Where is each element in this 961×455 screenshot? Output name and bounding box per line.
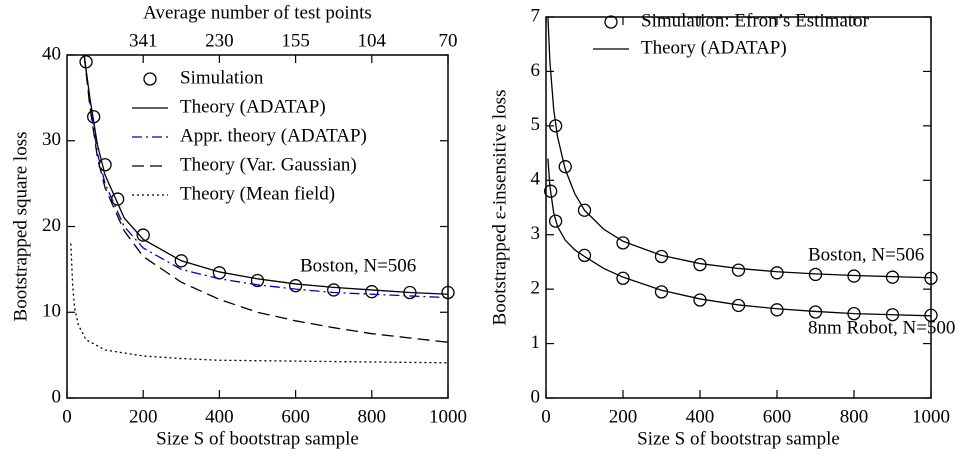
annotation: 8nm Robot, N=500 <box>808 317 955 338</box>
x-tick-label: 400 <box>205 406 234 427</box>
plot-frame <box>545 16 932 399</box>
data-point <box>616 271 630 285</box>
y-tick-label: 20 <box>42 215 61 236</box>
y-tick-label: 2 <box>531 278 541 299</box>
x-tick-label: 200 <box>609 406 638 427</box>
line-series <box>83 54 449 299</box>
data-point <box>327 283 341 297</box>
data-point <box>136 228 150 242</box>
x2-tick-label: 155 <box>281 30 310 51</box>
x-tick-label: 1000 <box>912 406 950 427</box>
legend-marker <box>143 72 157 86</box>
line-series <box>83 54 449 295</box>
x-tick-label: 1000 <box>429 406 467 427</box>
annotation: Boston, N=506 <box>808 244 924 265</box>
y-tick-label: 30 <box>42 129 61 150</box>
legend-label: Theory (ADATAP) <box>180 96 326 117</box>
line-series <box>547 16 932 279</box>
y-tick-label: 4 <box>531 169 541 190</box>
line-series <box>547 158 932 317</box>
line-series <box>70 243 449 364</box>
x-tick-label: 800 <box>358 406 387 427</box>
data-point <box>654 285 669 299</box>
x2-tick-label: 104 <box>358 30 387 51</box>
data-point <box>288 279 303 293</box>
x-axis-title: Size S of bootstrap sample <box>637 428 840 449</box>
data-point <box>924 271 938 285</box>
x2-tick-label: 70 <box>439 30 458 51</box>
data-point <box>770 266 784 280</box>
x-tick-label: 200 <box>129 406 158 427</box>
x2-axis-title: Average number of test points <box>143 2 372 23</box>
y-tick-label: 1 <box>531 332 541 353</box>
data-point <box>548 214 563 228</box>
line-series <box>83 54 449 343</box>
legend-marker <box>604 15 618 29</box>
x-tick-label: 0 <box>541 406 551 427</box>
y-tick-label: 10 <box>42 301 61 322</box>
legend-label: Theory (ADATAP) <box>641 37 787 58</box>
data-point <box>250 273 265 288</box>
legend-label: Theory (Var. Gaussian) <box>180 154 357 175</box>
legend-label: Appr. theory (ADATAP) <box>180 125 367 146</box>
x-tick-label: 400 <box>686 406 715 427</box>
data-point <box>543 184 558 198</box>
x2-tick-label: 230 <box>205 30 234 51</box>
x-tick-label: 600 <box>281 406 310 427</box>
data-point <box>770 303 784 317</box>
data-point <box>441 285 455 300</box>
y-axis-title: Bootstrapped square loss <box>10 132 31 322</box>
data-point <box>731 263 746 277</box>
data-point <box>558 160 572 174</box>
data-point <box>577 203 592 217</box>
x-axis-title: Size S of bootstrap sample <box>156 428 359 449</box>
legend-label: Simulation <box>180 67 264 88</box>
legend-label: Theory (Mean field) <box>180 183 335 204</box>
data-point <box>174 254 188 268</box>
legend-label: Simulation: Efron’s Estimator <box>641 10 870 31</box>
y-tick-label: 6 <box>531 60 541 81</box>
x-tick-label: 0 <box>62 406 72 427</box>
y-tick-label: 5 <box>531 114 541 135</box>
y-tick-label: 0 <box>52 386 62 407</box>
x2-tick-label: 341 <box>129 30 158 51</box>
y-tick-label: 3 <box>531 223 541 244</box>
data-point <box>577 248 592 263</box>
y-axis-title: Bootstrapped ε-insensitive loss <box>489 90 510 326</box>
data-point <box>365 285 379 299</box>
y-tick-label: 0 <box>531 386 541 407</box>
x-tick-label: 600 <box>763 406 792 427</box>
annotation: Boston, N=506 <box>300 255 416 276</box>
y-tick-label: 7 <box>531 5 541 26</box>
x-tick-label: 800 <box>840 406 869 427</box>
y-tick-label: 40 <box>42 43 61 64</box>
